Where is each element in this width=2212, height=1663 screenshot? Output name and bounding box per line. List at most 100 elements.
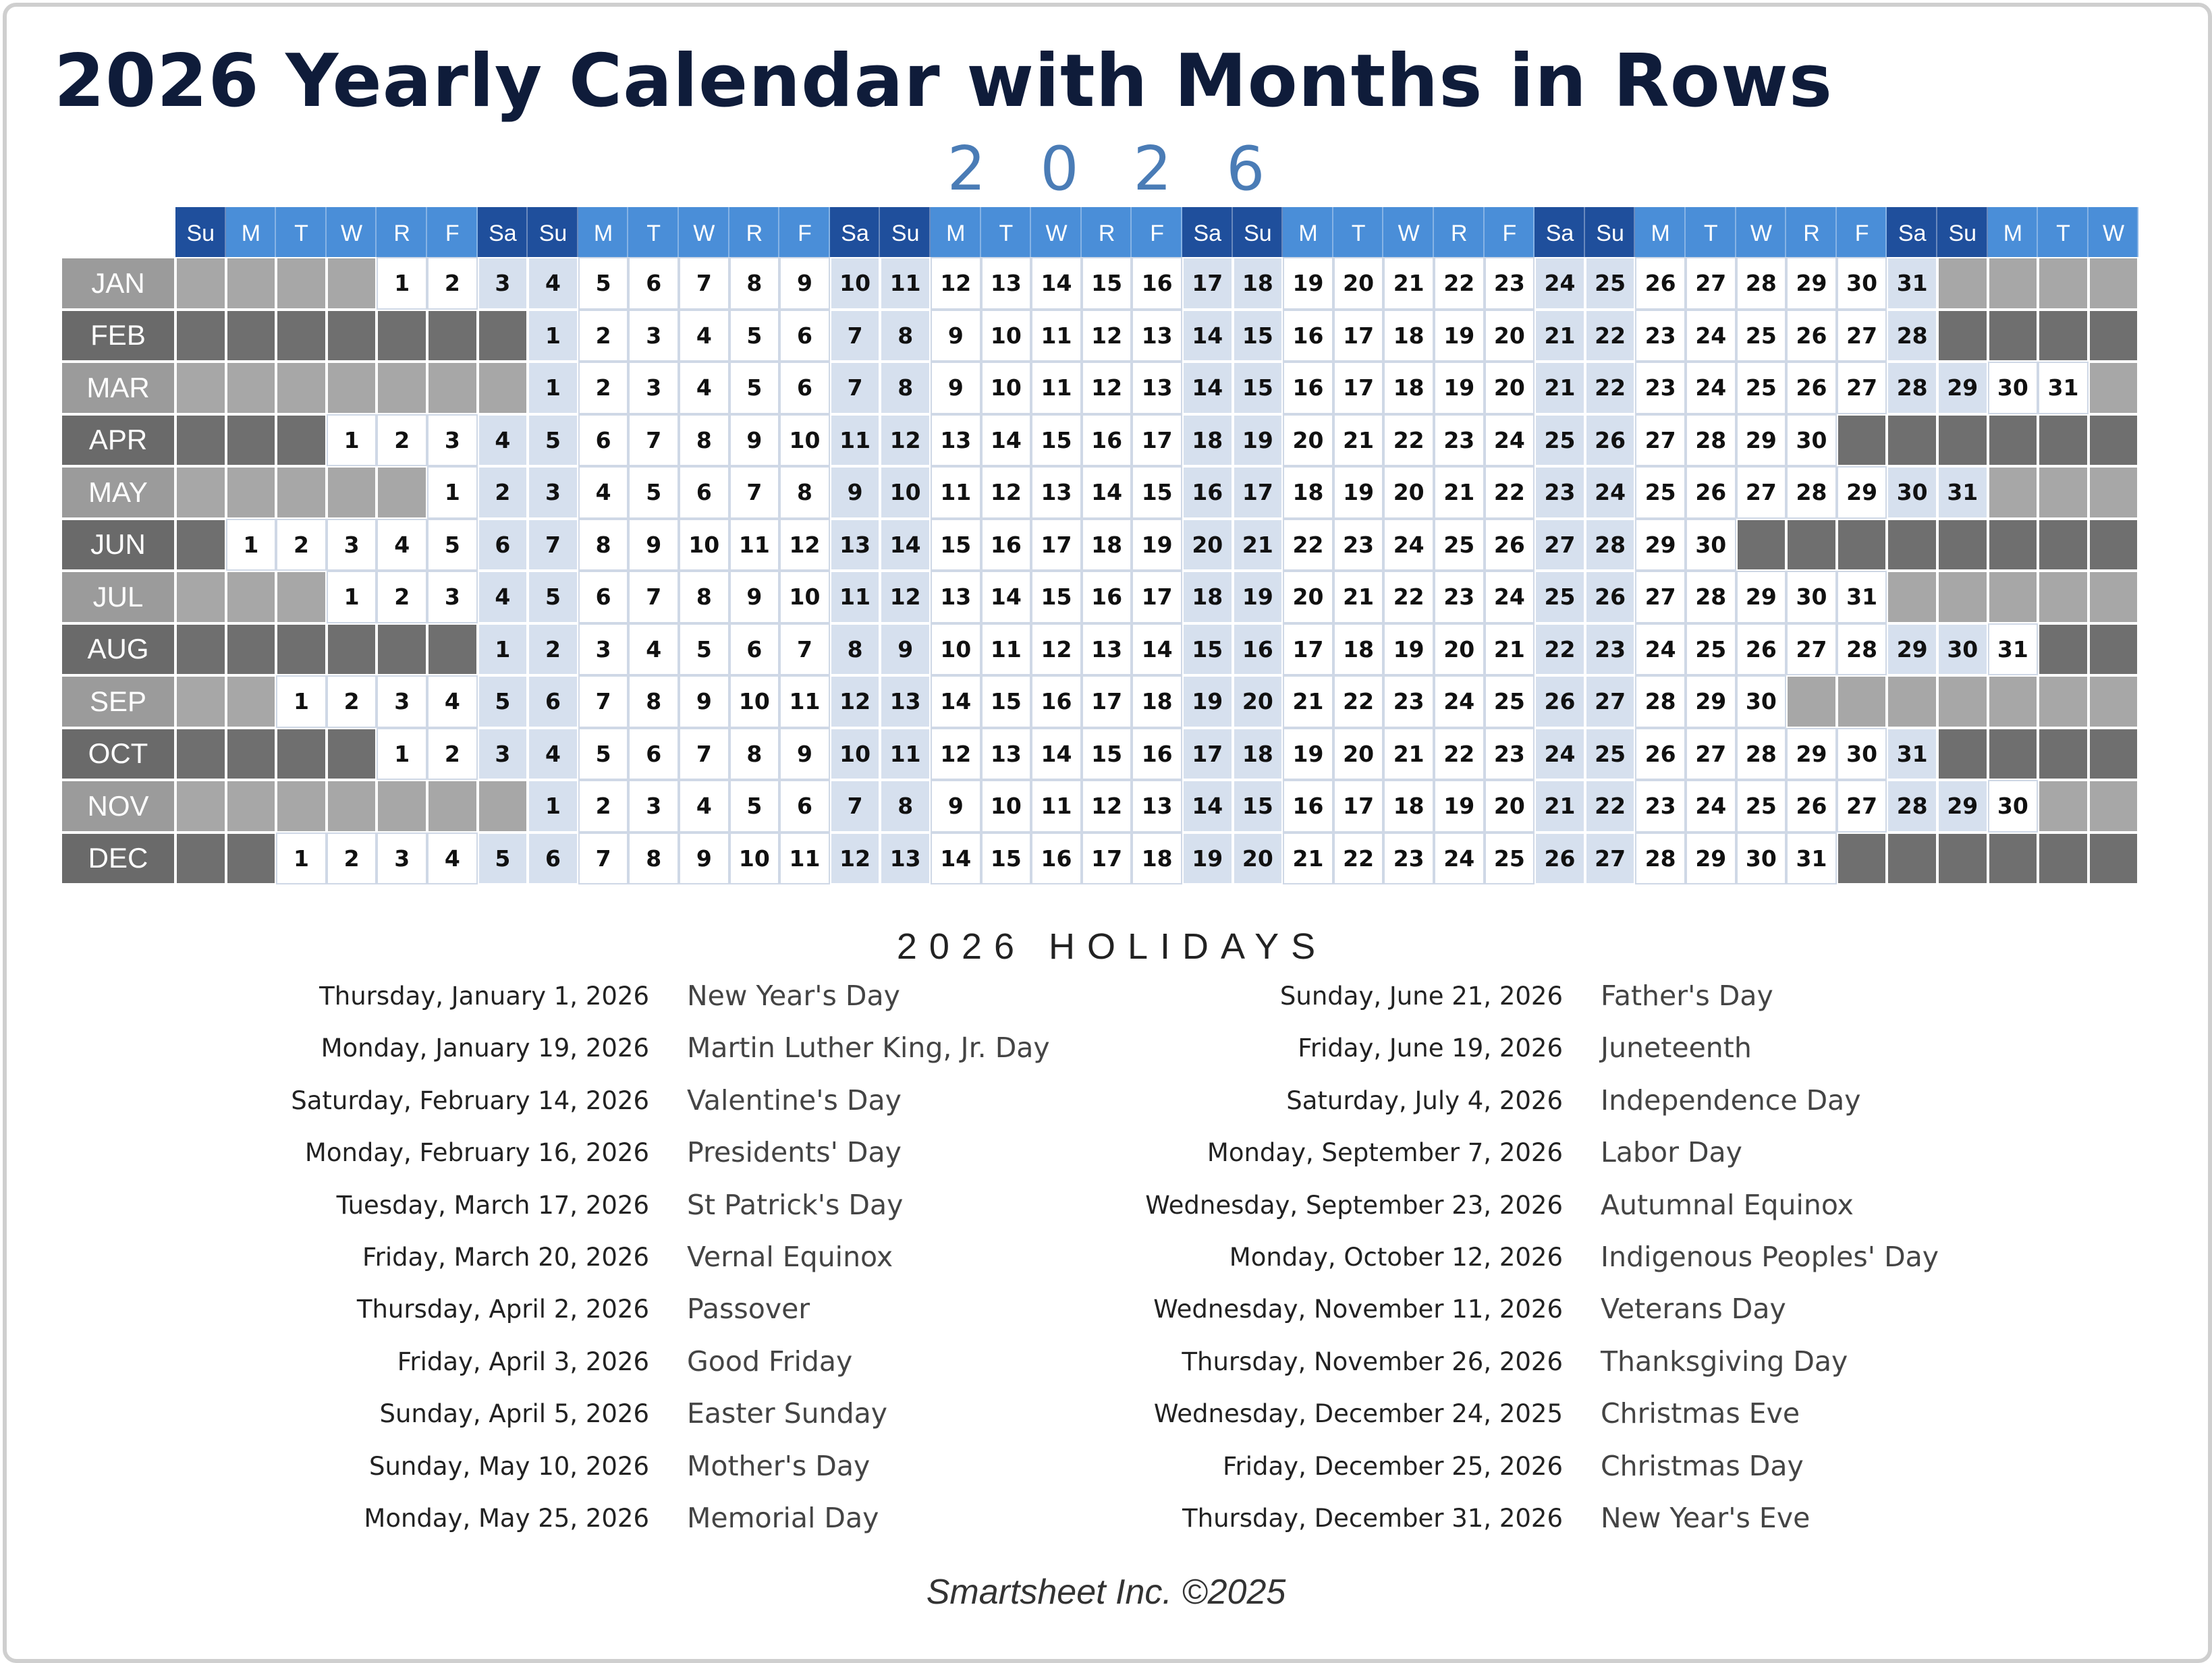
empty-cell: [2088, 675, 2139, 728]
day-cell: 26: [1686, 466, 1736, 519]
day-cell: 13: [1132, 309, 1182, 362]
day-cell: 2: [326, 832, 377, 884]
day-cell: 11: [980, 623, 1032, 675]
month-label: AUG: [61, 623, 175, 675]
day-cell: 31: [1836, 571, 1887, 623]
weekday-header: F: [1484, 207, 1535, 260]
weekday-header: R: [377, 207, 427, 260]
day-cell: 17: [1182, 727, 1233, 780]
day-cell: 7: [779, 623, 830, 675]
day-cell: 4: [628, 623, 679, 675]
day-cell: 7: [829, 362, 881, 414]
empty-cell: [2038, 832, 2089, 884]
day-cell: 24: [1534, 727, 1585, 780]
day-cell: 11: [880, 727, 931, 780]
day-cell: 2: [276, 518, 327, 571]
month-label: JAN: [61, 257, 175, 310]
day-cell: 30: [1987, 362, 2039, 414]
day-cell: 27: [1786, 623, 1837, 675]
day-cell: 13: [980, 727, 1032, 780]
day-cell: 9: [880, 623, 931, 675]
empty-cell: [175, 257, 226, 310]
day-cell: 3: [477, 727, 528, 780]
day-cell: 28: [1736, 257, 1787, 310]
day-cell: 15: [980, 832, 1032, 884]
day-cell: 12: [931, 727, 981, 780]
day-cell: 3: [578, 623, 629, 675]
holiday-date-text: Wednesday, December 24, 2025: [1153, 1399, 1563, 1429]
day-cell: 12: [1081, 362, 1132, 414]
empty-cell: [1987, 466, 2039, 519]
day-cell: 5: [729, 780, 780, 833]
empty-cell: [326, 257, 377, 310]
day-cell: 10: [829, 257, 881, 310]
day-cell: 7: [829, 309, 881, 362]
day-cell: 8: [679, 571, 729, 623]
holiday-date-text: Tuesday, March 17, 2026: [336, 1190, 649, 1220]
day-cell: 5: [477, 832, 528, 884]
day-cell: 7: [628, 571, 679, 623]
weekday-header: Sa: [477, 207, 528, 260]
weekday-header: T: [2038, 207, 2089, 260]
month-row: FEB 1 2 3 4 5 6 7 8 9 10 11 12 13 14 15 16 17 18 19 20 21 22 23…: [61, 309, 2139, 362]
day-cell: 5: [477, 675, 528, 728]
day-cell: 13: [829, 518, 881, 571]
day-cell: 13: [980, 257, 1032, 310]
holiday-name-text: Christmas Eve: [1601, 1397, 1800, 1430]
empty-cell: [2088, 780, 2139, 833]
day-cell: 29: [1937, 780, 1988, 833]
empty-cell: [1987, 309, 2039, 362]
day-cell: 19: [1383, 623, 1434, 675]
day-cell: 31: [1937, 466, 1988, 519]
day-cell: 8: [829, 623, 881, 675]
weekday-header: W: [1383, 207, 1434, 260]
day-cell: 26: [1584, 571, 1636, 623]
day-cell: 15: [1232, 780, 1283, 833]
day-cell: 14: [1081, 466, 1132, 519]
day-cell: 16: [1283, 780, 1333, 833]
day-cell: 20: [1484, 362, 1535, 414]
weekday-header: Su: [880, 207, 931, 260]
day-cell: 6: [679, 466, 729, 519]
day-cell: 27: [1686, 257, 1736, 310]
day-cell: 28: [1635, 832, 1686, 884]
month-label: DEC: [61, 832, 175, 884]
empty-cell: [276, 780, 327, 833]
day-cell: 9: [729, 571, 780, 623]
month-row: SEP 1 2 3 4 5 6 7 8 9 10 11 12 13 14 15 16 17 18 19 20 21 22 23…: [61, 675, 2139, 728]
holiday-name-text: Indigenous Peoples' Day: [1601, 1241, 1939, 1273]
empty-cell: [2088, 309, 2139, 362]
day-cell: 5: [578, 727, 629, 780]
holiday-date-text: Monday, September 7, 2026: [1207, 1138, 1563, 1168]
day-cell: 17: [1081, 832, 1132, 884]
day-cell: 16: [980, 518, 1032, 571]
day-cell: 7: [679, 257, 729, 310]
day-cell: 1: [427, 466, 478, 519]
empty-cell: [326, 362, 377, 414]
day-cell: 12: [931, 257, 981, 310]
empty-cell: [175, 623, 226, 675]
day-cell: 30: [1736, 675, 1787, 728]
holiday-name-text: Father's Day: [1601, 980, 1773, 1012]
empty-cell: [2088, 466, 2139, 519]
day-cell: 5: [729, 362, 780, 414]
day-cell: 1: [377, 257, 427, 310]
empty-cell: [2038, 466, 2089, 519]
day-cell: 20: [1283, 414, 1333, 466]
day-cell: 1: [326, 414, 377, 466]
day-cell: 17: [1132, 414, 1182, 466]
month-row: JUL 1 2 3 4 5 6 7 8 9 10 11 12 13 14 15 16 17 18 19 20 21 22 23…: [61, 571, 2139, 623]
day-cell: 9: [931, 309, 981, 362]
weekday-header: M: [1635, 207, 1686, 260]
day-cell: 15: [980, 675, 1032, 728]
holiday-name-text: Passover: [687, 1293, 810, 1326]
day-cell: 9: [779, 257, 830, 310]
day-cell: 8: [729, 727, 780, 780]
day-cell: 4: [477, 571, 528, 623]
day-cell: 28: [1686, 571, 1736, 623]
empty-cell: [276, 257, 327, 310]
weekday-header: T: [1333, 207, 1384, 260]
day-cell: 10: [980, 309, 1032, 362]
day-cell: 14: [880, 518, 931, 571]
weekday-header: T: [628, 207, 679, 260]
